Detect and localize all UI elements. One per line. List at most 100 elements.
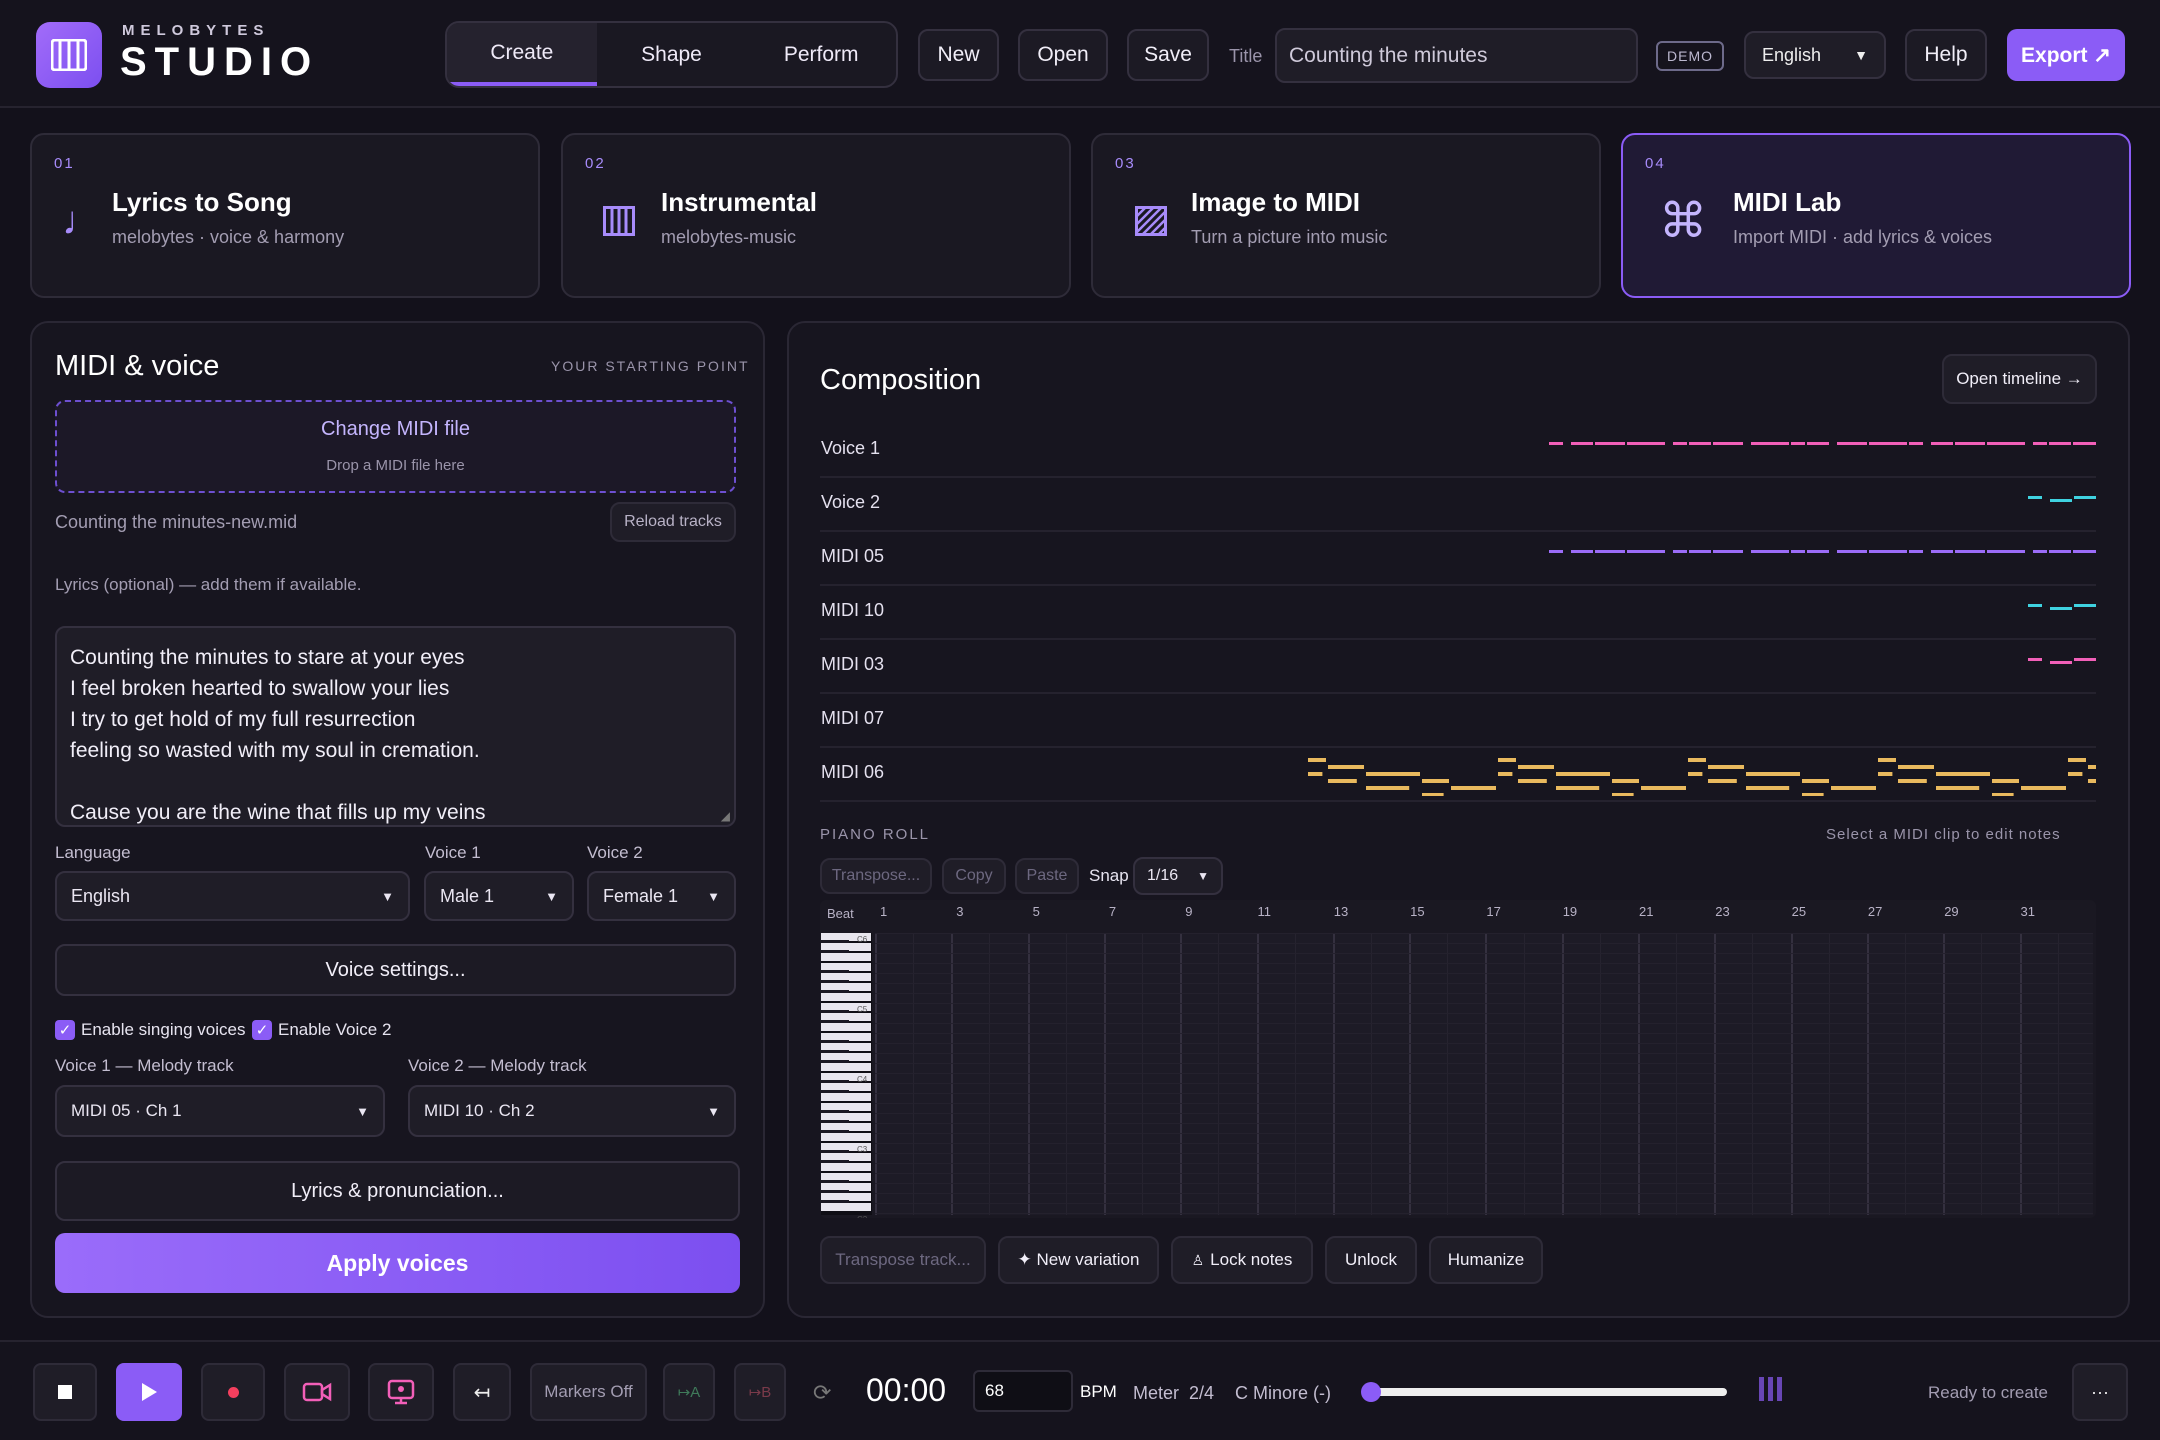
track-row[interactable]: Voice 2 (820, 478, 2096, 532)
piano-black-key[interactable] (821, 1010, 849, 1015)
language-select[interactable]: English ▼ (1744, 31, 1886, 79)
voice1-select[interactable]: Male 1 ▼ (424, 871, 574, 921)
position-slider[interactable] (1361, 1382, 1727, 1402)
piano-black-key[interactable] (821, 1120, 849, 1125)
piano-key[interactable] (821, 1203, 871, 1211)
midi-clip[interactable] (1549, 536, 2096, 580)
piano-key[interactable] (821, 1123, 871, 1131)
piano-keyboard[interactable]: C6 C5 C4 C3 C2 (821, 933, 872, 1218)
midi-clip[interactable] (2028, 590, 2096, 634)
piano-black-key[interactable] (821, 1190, 849, 1195)
piano-black-key[interactable] (821, 1200, 849, 1205)
piano-key[interactable] (821, 983, 871, 991)
rewind-button[interactable]: ↤ (453, 1363, 511, 1421)
language-select[interactable]: English ▼ (55, 871, 410, 921)
piano-key[interactable] (821, 1073, 871, 1081)
track-row[interactable]: MIDI 06 (820, 748, 2096, 802)
position-slider-thumb[interactable] (1361, 1382, 1381, 1402)
enable-voice2-checkbox[interactable]: ✓ (252, 1020, 272, 1040)
play-button[interactable] (116, 1363, 182, 1421)
track-row[interactable]: MIDI 07 (820, 694, 2096, 748)
snap-select[interactable]: 1/16 ▼ (1133, 857, 1223, 895)
lock-notes-button[interactable]: ♙ Lock notes (1171, 1236, 1313, 1284)
copy-button[interactable]: Copy (942, 858, 1006, 894)
piano-key[interactable] (821, 1133, 871, 1141)
new-variation-button[interactable]: ✦ New variation (998, 1236, 1159, 1284)
piano-key[interactable] (821, 1063, 871, 1071)
piano-black-key[interactable] (821, 940, 849, 945)
loop-a-button[interactable]: ↦A (663, 1363, 715, 1421)
voice-settings-button[interactable]: Voice settings... (55, 944, 736, 996)
piano-key[interactable] (821, 933, 871, 941)
resize-handle-icon[interactable]: ◢ (720, 809, 730, 823)
save-button[interactable]: Save (1127, 29, 1209, 81)
tab-shape[interactable]: Shape (641, 42, 702, 66)
loop-icon[interactable]: ⟳ (813, 1380, 832, 1405)
piano-black-key[interactable] (821, 1050, 849, 1055)
more-button[interactable]: ··· (2072, 1363, 2128, 1421)
piano-key[interactable] (821, 1113, 871, 1121)
piano-black-key[interactable] (821, 1090, 849, 1095)
piano-black-key[interactable] (821, 1080, 849, 1085)
piano-key[interactable] (821, 1163, 871, 1171)
track-row[interactable]: MIDI 10 (820, 586, 2096, 640)
piano-black-key[interactable] (821, 990, 849, 995)
piano-black-key[interactable] (821, 980, 849, 985)
piano-black-key[interactable] (821, 1110, 849, 1115)
piano-key[interactable] (821, 1083, 871, 1091)
piano-key[interactable] (821, 1103, 871, 1111)
paste-button[interactable]: Paste (1015, 858, 1079, 894)
enable-singing-checkbox[interactable]: ✓ (55, 1020, 75, 1040)
piano-key[interactable] (821, 1003, 871, 1011)
piano-black-key[interactable] (821, 1180, 849, 1185)
note-grid[interactable] (875, 933, 2096, 1215)
help-button[interactable]: Help (1905, 29, 1987, 81)
piano-key[interactable] (821, 1193, 871, 1201)
mode-card-image-to-midi[interactable]: 03 Image to MIDI Turn a picture into mus… (1091, 133, 1601, 298)
piano-roll[interactable]: Beat 1 3 5 7 9 11 13 15 17 19 21 23 25 27 29 31 C6 C5 C4 C… (820, 900, 2096, 1218)
piano-key[interactable] (821, 953, 871, 961)
piano-key[interactable] (821, 973, 871, 981)
piano-black-key[interactable] (821, 1130, 849, 1135)
screen-share-button[interactable] (368, 1363, 434, 1421)
reload-tracks-button[interactable]: Reload tracks (610, 502, 736, 542)
open-button[interactable]: Open (1018, 29, 1108, 81)
track-row[interactable]: Voice 1 (820, 424, 2096, 478)
track-row[interactable]: MIDI 03 (820, 640, 2096, 694)
stop-button[interactable] (33, 1363, 97, 1421)
piano-key[interactable] (821, 1033, 871, 1041)
title-input[interactable] (1275, 28, 1638, 83)
transpose-button[interactable]: Transpose... (820, 858, 932, 894)
unlock-button[interactable]: Unlock (1325, 1236, 1417, 1284)
loop-b-button[interactable]: ↦B (734, 1363, 786, 1421)
bpm-input[interactable] (973, 1370, 1073, 1412)
piano-key[interactable] (821, 1143, 871, 1151)
piano-black-key[interactable] (821, 1160, 849, 1165)
piano-key[interactable] (821, 1173, 871, 1181)
transpose-track-button[interactable]: Transpose track... (820, 1236, 986, 1284)
apply-voices-button[interactable]: Apply voices (55, 1233, 740, 1293)
tab-create[interactable]: Create (447, 23, 597, 86)
piano-black-key[interactable] (821, 970, 849, 975)
piano-key[interactable] (821, 1153, 871, 1161)
piano-key[interactable] (821, 1043, 871, 1051)
piano-black-key[interactable] (821, 1040, 849, 1045)
piano-key[interactable] (821, 1183, 871, 1191)
markers-toggle[interactable]: Markers Off (530, 1363, 647, 1421)
lyrics-pronunciation-button[interactable]: Lyrics & pronunciation... (55, 1161, 740, 1221)
midi-clip[interactable] (2028, 482, 2096, 526)
piano-key[interactable] (821, 1053, 871, 1061)
open-timeline-button[interactable]: Open timeline → (1942, 354, 2097, 404)
piano-key[interactable] (821, 1023, 871, 1031)
piano-key[interactable] (821, 1013, 871, 1021)
piano-key[interactable] (821, 993, 871, 1001)
tab-perform[interactable]: Perform (783, 42, 859, 66)
piano-black-key[interactable] (821, 1150, 849, 1155)
lyrics-textarea[interactable]: Counting the minutes to stare at your ey… (55, 626, 736, 827)
piano-black-key[interactable] (821, 1060, 849, 1065)
piano-black-key[interactable] (821, 950, 849, 955)
voice2-select[interactable]: Female 1 ▼ (587, 871, 736, 921)
mode-card-instrumental[interactable]: 02 Instrumental melobytes-music (561, 133, 1071, 298)
piano-key[interactable] (821, 963, 871, 971)
piano-key[interactable] (821, 1093, 871, 1101)
